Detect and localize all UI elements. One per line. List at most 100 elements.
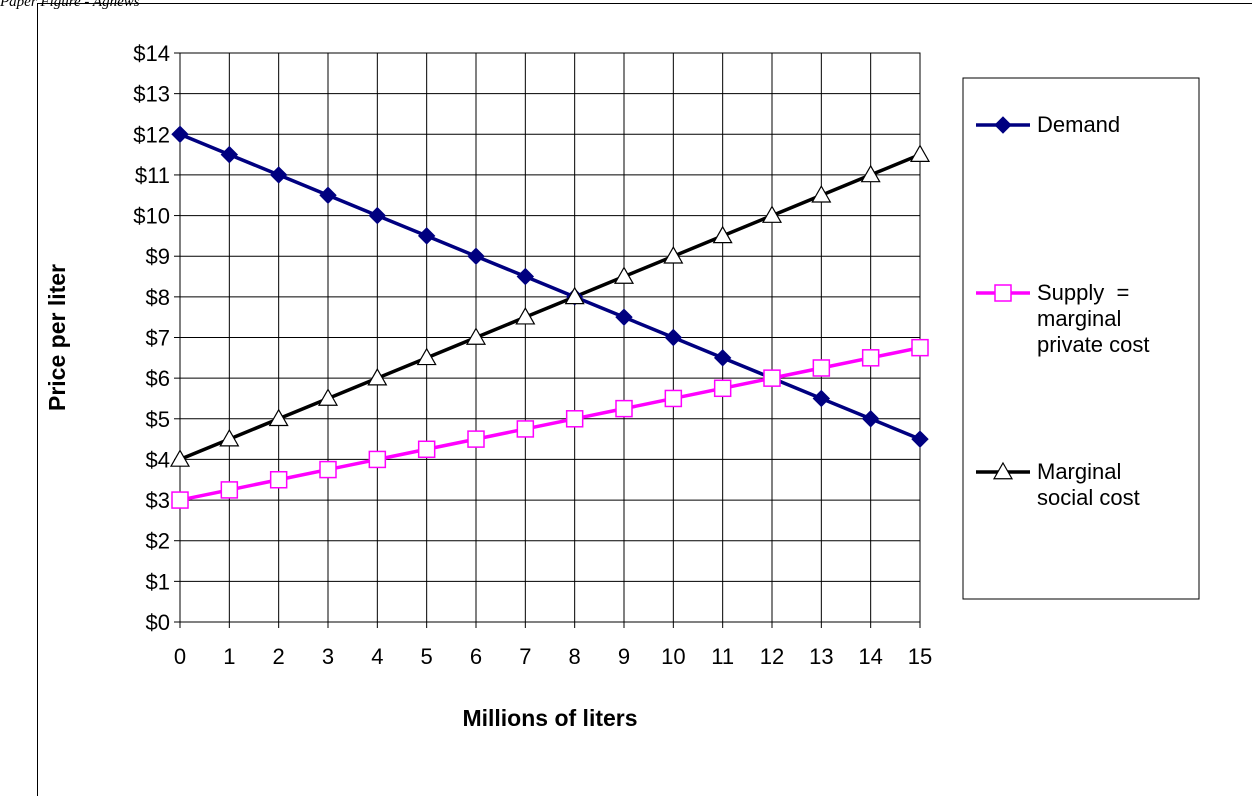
y-tick-label: $0 [146, 610, 170, 635]
x-tick-label: 12 [760, 644, 784, 669]
series-0-point [615, 308, 633, 326]
series-2-point [564, 286, 585, 305]
series-1-point [713, 379, 732, 398]
series-1-point [664, 389, 683, 408]
series-0-point [417, 227, 436, 245]
x-tick-label: 10 [661, 644, 685, 669]
series-lines [179, 132, 921, 502]
series-2-point [613, 266, 635, 284]
series-2-point [416, 347, 437, 366]
y-tick-label: $3 [146, 488, 170, 513]
legend-label-1: Supply = [1037, 280, 1129, 305]
series-line-1 [179, 345, 921, 502]
series-0-point [269, 166, 288, 184]
y-tick-label: $6 [146, 366, 170, 391]
legend-marker-1 [994, 284, 1012, 302]
series-0-point [516, 267, 535, 286]
series-line-2 [179, 152, 921, 462]
series-1-point [911, 338, 929, 357]
x-tick-label: 14 [858, 644, 882, 669]
series-2-point [367, 367, 388, 386]
series-1-point [615, 399, 633, 418]
series-2-point [663, 246, 684, 264]
legend-label-1: private cost [1037, 332, 1150, 357]
series-0-point [368, 206, 387, 225]
series-0-point [171, 125, 189, 143]
x-tick-label: 5 [421, 644, 433, 669]
series-1-point [516, 420, 535, 438]
series-0-point [911, 430, 929, 448]
page-header-text: Paper Figure - Agnews [0, 0, 140, 10]
y-tick-label: $12 [133, 122, 170, 147]
series-markers [169, 125, 931, 509]
x-tick-label: 9 [618, 644, 630, 669]
x-tick-label: 6 [470, 644, 482, 669]
y-tick-label: $1 [146, 569, 170, 594]
series-1-point [368, 450, 387, 469]
legend-box [962, 77, 1200, 600]
legend-marker-0 [994, 116, 1012, 134]
series-2-point [909, 144, 931, 162]
chart-frame [37, 3, 1252, 796]
series-1-point [417, 440, 436, 459]
axes: $0$1$2$3$4$5$6$7$8$9$10$11$12$13$140 1 2 3 4… [133, 41, 932, 669]
series-0-point [664, 328, 683, 347]
x-tick-label: 13 [809, 644, 833, 669]
series-2-point [860, 164, 881, 183]
series-2-point [317, 388, 339, 406]
legend-label-2: social cost [1037, 485, 1140, 510]
series-1-point [565, 410, 584, 428]
series-1-point [269, 471, 288, 489]
x-tick-label: 15 [908, 644, 932, 669]
legend-label-2: Marginal [1037, 459, 1121, 484]
x-tick-label: 1 [223, 644, 235, 669]
y-tick-label: $7 [146, 326, 170, 351]
series-line-0 [179, 132, 921, 441]
series-2-point [515, 306, 536, 325]
x-tick-label: 11 [711, 644, 734, 669]
x-axis-title: Millions of liters [462, 705, 637, 731]
series-2-point [268, 408, 289, 427]
series-2-point [761, 205, 783, 223]
series-1-point [319, 460, 337, 479]
series-1-point [812, 359, 831, 377]
series-2-point [811, 185, 832, 203]
y-tick-label: $4 [146, 447, 170, 472]
series-0-point [220, 145, 239, 164]
legend-marker-2 [992, 461, 1014, 480]
series-1-point [220, 481, 239, 499]
y-tick-label: $11 [135, 163, 170, 188]
x-tick-label: 7 [519, 644, 531, 669]
series-2-point [712, 225, 733, 244]
y-tick-label: $14 [133, 41, 170, 66]
grid [179, 52, 921, 623]
x-tick-label: 8 [569, 644, 581, 669]
x-tick-label: 3 [322, 644, 334, 669]
legend-label-0: Demand [1037, 112, 1120, 137]
series-1-point [861, 349, 880, 367]
y-tick-label: $8 [146, 285, 170, 310]
x-tick-label: 4 [371, 644, 383, 669]
series-0-point [319, 186, 337, 204]
y-tick-label: $13 [133, 82, 170, 107]
series-0-point [467, 247, 485, 265]
series-1-point [763, 369, 781, 387]
x-tick-label: 2 [273, 644, 285, 669]
series-0-point [713, 349, 732, 367]
y-tick-label: $9 [146, 244, 170, 269]
series-0-point [812, 389, 831, 408]
x-tick-label: 0 [174, 644, 186, 669]
y-tick-label: $2 [146, 529, 170, 554]
y-tick-label: $5 [146, 407, 170, 432]
series-2-point [169, 449, 191, 467]
y-axis-title: Price per liter [44, 264, 70, 411]
y-tick-label: $10 [133, 204, 170, 229]
series-1-point [467, 430, 485, 448]
series-1-point [171, 491, 189, 509]
series-0-point [861, 410, 880, 428]
series-2-point [465, 327, 487, 345]
series-2-point [219, 428, 240, 447]
legend-label-1: marginal [1037, 306, 1121, 331]
